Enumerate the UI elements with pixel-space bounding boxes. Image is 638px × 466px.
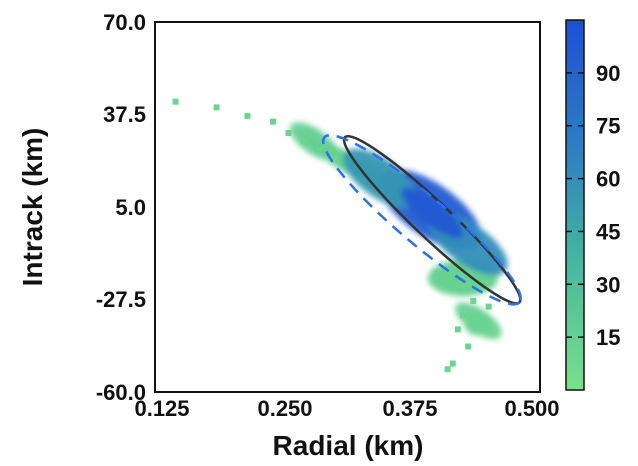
colorbar-tick-label: 15 xyxy=(596,325,620,350)
density-region xyxy=(455,302,502,340)
data-point xyxy=(485,303,492,310)
data-point xyxy=(213,104,220,111)
x-tick-labels: 0.125 0.250 0.375 0.500 xyxy=(134,396,559,421)
colorbar-tick-labels: 15 30 45 60 75 90 xyxy=(566,61,620,350)
colorbar-tick-label: 30 xyxy=(596,272,620,297)
dashed-ellipse xyxy=(321,134,522,306)
data-point xyxy=(244,112,251,119)
data-point xyxy=(316,147,323,154)
data-point xyxy=(285,130,292,136)
y-tick-label: -60.0 xyxy=(96,380,146,405)
data-point xyxy=(460,312,466,319)
x-tick-label: 0.500 xyxy=(504,396,559,421)
data-point xyxy=(270,118,277,125)
data-point xyxy=(454,326,461,333)
data-point xyxy=(449,360,456,367)
data-point xyxy=(300,138,307,145)
colorbar-tick-label: 75 xyxy=(596,114,620,139)
x-tick-label: 0.125 xyxy=(134,396,189,421)
data-point xyxy=(470,297,477,304)
y-tick-label: 5.0 xyxy=(115,195,146,220)
colorbar xyxy=(565,19,585,391)
x-axis-label: Radial (km) xyxy=(273,430,424,461)
data-point xyxy=(331,155,338,162)
density-region xyxy=(343,148,419,209)
data-point xyxy=(444,366,451,373)
density-peak xyxy=(401,187,464,238)
x-tick-label: 0.375 xyxy=(382,396,437,421)
y-axis-label: Intrack (km) xyxy=(17,128,48,287)
y-tick-label: 37.5 xyxy=(103,102,146,127)
colorbar-tick-label: 60 xyxy=(596,167,620,192)
y-tick-labels: 70.0 37.5 5.0 -27.5 -60.0 xyxy=(96,10,146,405)
ellipses xyxy=(321,134,522,306)
density-region xyxy=(289,122,339,161)
colorbar-tick-label: 45 xyxy=(596,219,620,244)
y-tick-label: 70.0 xyxy=(103,10,146,35)
y-tick-label: -27.5 xyxy=(96,287,146,312)
x-tick-label: 0.250 xyxy=(257,396,312,421)
data-point xyxy=(465,343,472,350)
colorbar-tick-label: 90 xyxy=(596,61,620,86)
data-point xyxy=(172,98,179,105)
